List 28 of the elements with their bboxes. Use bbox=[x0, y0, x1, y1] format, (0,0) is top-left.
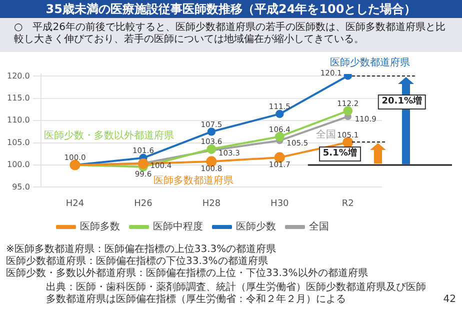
annotation: 5.1%増 bbox=[318, 146, 361, 162]
text: 42 bbox=[442, 294, 456, 306]
y-tick-label: 120.0 bbox=[6, 71, 30, 80]
y-tick-label: 110.0 bbox=[6, 116, 30, 125]
annotation: 全国 bbox=[316, 129, 336, 140]
annotation: 医師多数都道府県 bbox=[153, 175, 234, 186]
chart-title: 35歳未満の医療施設従事医師数推移（平成24年を100とした場合） bbox=[0, 0, 462, 18]
y-tick-label: 105.0 bbox=[6, 138, 30, 147]
text: 医師少数都道府県 bbox=[330, 57, 410, 68]
text: 医師少数都道府県：医師偏在指標の下位33.3%の都道府県 bbox=[6, 256, 269, 268]
y-tick-label: 95.0 bbox=[12, 182, 30, 192]
annotation: 医師少数・多数以外都道府県 bbox=[44, 130, 174, 142]
x-tick-label: H28 bbox=[202, 198, 221, 209]
text: 医師少数・多数以外都道府県：医師偏在指標の上位・下位33.3%以外の都道府県 bbox=[6, 268, 369, 280]
annotation: 20.1%増 bbox=[378, 94, 426, 110]
legend-label: 医師中程度 bbox=[153, 220, 203, 233]
legend-label: 医師少数 bbox=[236, 220, 276, 233]
x-tick-label: H30 bbox=[270, 198, 290, 209]
y-tick-label: 115.0 bbox=[6, 93, 30, 102]
x-tick-label: H26 bbox=[134, 198, 153, 209]
x-tick-label: R2 bbox=[342, 198, 354, 209]
source-note: 出典：医師・歯科医師・薬剤師調査、統計（厚生労働省）医師少数都道府県及び医師多数都道府県は医師偏在指標（厚生労働省：令和２年２月）による bbox=[46, 282, 427, 306]
x-tick-label: H24 bbox=[66, 198, 84, 209]
chart-subtitle: ○ 平成26年の前後で比較すると、医師少数都道府県の若手の医師数は、医師多数都道府県と比較し大きく伸びており、若手の医師については地域偏在が縮小してきている。 bbox=[0, 18, 462, 52]
y-tick-label: 100.0 bbox=[6, 160, 30, 170]
text: ※医師多数都道府県：医師偏在指標の上位33.3%の都道府県 bbox=[6, 244, 278, 256]
legend-label: 全国 bbox=[309, 220, 329, 233]
legend-label: 医師多数 bbox=[80, 220, 120, 233]
